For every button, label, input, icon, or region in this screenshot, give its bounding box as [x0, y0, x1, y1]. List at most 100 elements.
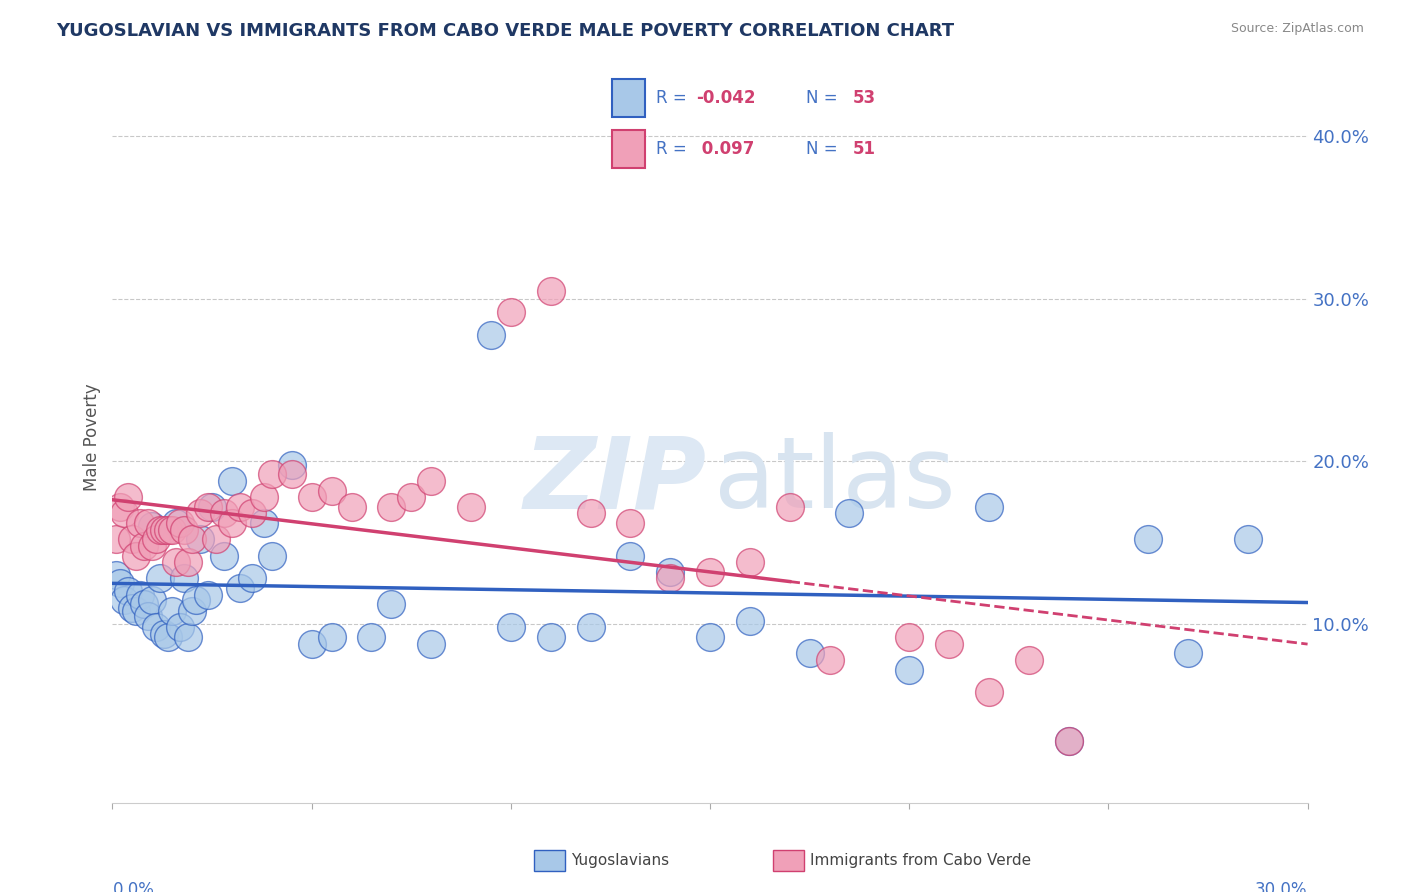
Point: [1237, 533, 1260, 547]
Point: [240, 507, 263, 521]
Point: [162, 604, 183, 618]
Point: [181, 533, 204, 547]
Point: [321, 630, 343, 644]
Point: [579, 620, 602, 634]
Y-axis label: Male Poverty: Male Poverty: [83, 384, 101, 491]
Point: [110, 576, 132, 591]
Text: N =: N =: [806, 140, 842, 158]
Point: [145, 620, 167, 634]
Point: [479, 327, 502, 342]
Point: [420, 474, 443, 488]
Point: [186, 592, 208, 607]
Point: [221, 474, 243, 488]
Text: 0.0%: 0.0%: [112, 880, 155, 892]
Text: 0.097: 0.097: [696, 140, 755, 158]
Bar: [612, 79, 645, 117]
Point: [134, 598, 156, 612]
Point: [129, 516, 152, 531]
Point: [169, 620, 191, 634]
Point: [898, 663, 921, 677]
Point: [260, 467, 283, 482]
Point: [173, 572, 195, 586]
Point: [110, 500, 132, 514]
Point: [145, 533, 167, 547]
Point: [105, 568, 128, 582]
Point: [898, 630, 921, 644]
Point: [977, 500, 1000, 514]
Point: [157, 523, 180, 537]
Point: [540, 630, 562, 644]
Point: [165, 516, 187, 531]
Text: 51: 51: [853, 140, 876, 158]
Point: [181, 604, 204, 618]
Point: [138, 608, 160, 623]
Point: [401, 490, 423, 504]
Point: [499, 620, 522, 634]
Point: [380, 598, 402, 612]
Point: [153, 626, 176, 640]
Point: [114, 592, 135, 607]
Text: ZIP: ZIP: [523, 433, 706, 530]
Point: [738, 555, 761, 569]
Point: [138, 516, 160, 531]
Point: [121, 533, 143, 547]
Point: [229, 581, 252, 595]
Point: [173, 523, 195, 537]
Text: R =: R =: [655, 89, 692, 107]
Point: [838, 507, 860, 521]
Text: Source: ZipAtlas.com: Source: ZipAtlas.com: [1230, 22, 1364, 36]
Text: -0.042: -0.042: [696, 89, 755, 107]
Point: [253, 516, 276, 531]
Point: [201, 500, 224, 514]
Point: [165, 555, 187, 569]
Point: [141, 519, 163, 533]
Point: [1018, 653, 1040, 667]
Bar: [612, 130, 645, 168]
Text: Yugoslavians: Yugoslavians: [571, 854, 669, 868]
Point: [197, 500, 219, 514]
Point: [977, 685, 1000, 699]
Point: [205, 533, 228, 547]
Text: YUGOSLAVIAN VS IMMIGRANTS FROM CABO VERDE MALE POVERTY CORRELATION CHART: YUGOSLAVIAN VS IMMIGRANTS FROM CABO VERD…: [56, 22, 955, 40]
Point: [221, 516, 243, 531]
Point: [460, 500, 482, 514]
Point: [169, 516, 191, 531]
Point: [579, 507, 602, 521]
Point: [779, 500, 801, 514]
Point: [117, 490, 139, 504]
Text: R =: R =: [655, 140, 692, 158]
Point: [420, 636, 443, 650]
Point: [1057, 734, 1080, 748]
Point: [301, 490, 323, 504]
Point: [699, 565, 721, 579]
Point: [114, 507, 135, 521]
Point: [121, 600, 143, 615]
Point: [177, 630, 200, 644]
Point: [321, 483, 343, 498]
Point: [380, 500, 402, 514]
Point: [659, 565, 682, 579]
Point: [938, 636, 960, 650]
Point: [125, 604, 148, 618]
Point: [619, 549, 641, 563]
Point: [699, 630, 721, 644]
Point: [281, 458, 304, 472]
Point: [1057, 734, 1080, 748]
Point: [125, 549, 148, 563]
Point: [619, 516, 641, 531]
Text: atlas: atlas: [714, 433, 955, 530]
Point: [229, 500, 252, 514]
Point: [818, 653, 841, 667]
Point: [188, 533, 211, 547]
Point: [141, 539, 163, 553]
Text: Immigrants from Cabo Verde: Immigrants from Cabo Verde: [810, 854, 1031, 868]
Point: [240, 572, 263, 586]
Point: [177, 555, 200, 569]
Point: [360, 630, 382, 644]
Text: 53: 53: [853, 89, 876, 107]
Text: 30.0%: 30.0%: [1256, 880, 1308, 892]
Point: [157, 630, 180, 644]
Point: [659, 572, 682, 586]
Point: [1177, 646, 1199, 660]
Point: [212, 549, 235, 563]
